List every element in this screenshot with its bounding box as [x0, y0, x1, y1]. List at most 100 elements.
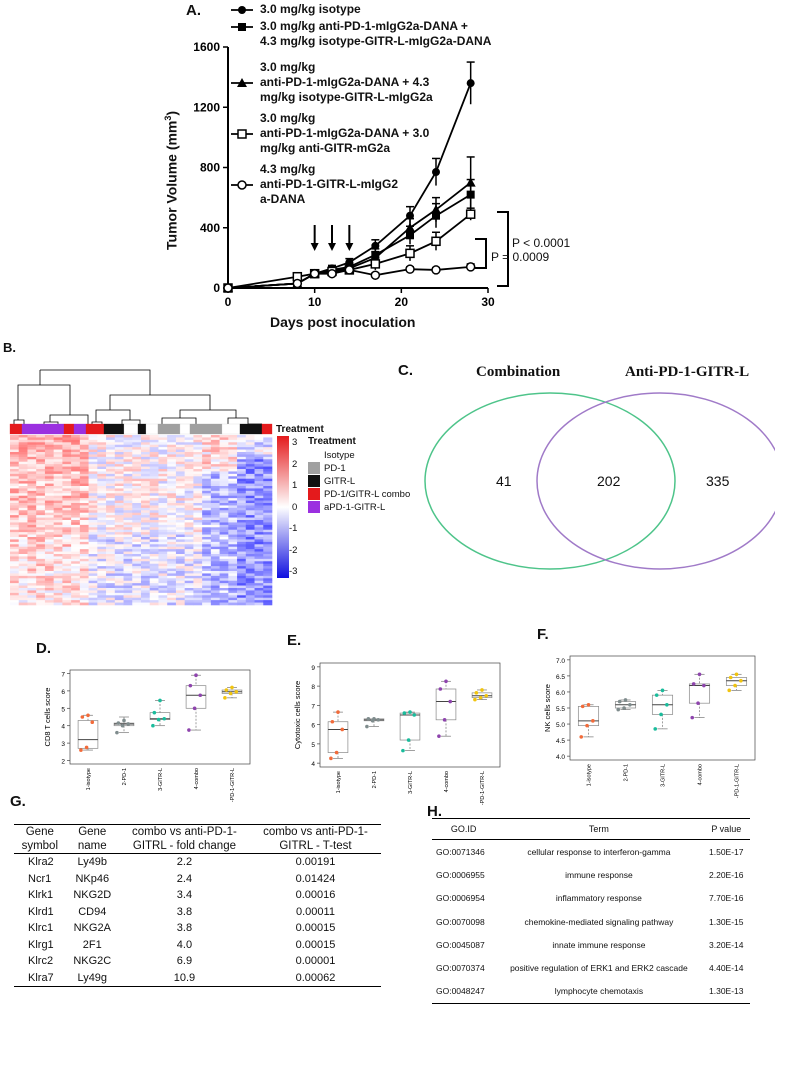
heatmap-cell: [44, 573, 54, 577]
heatmap-cell: [202, 442, 212, 446]
heatmap-cell: [141, 556, 151, 560]
heatmap-cell: [62, 549, 72, 552]
heatmap-cell: [254, 558, 264, 562]
heatmap-cell: [210, 568, 220, 572]
heatmap-cell: [237, 495, 247, 499]
heatmap-cell: [210, 517, 220, 521]
heatmap-cell: [202, 585, 212, 589]
heatmap-cell: [210, 500, 220, 504]
heatmap-cell: [237, 524, 247, 528]
heatmap-cell: [219, 459, 229, 463]
heatmap-cell: [97, 529, 107, 533]
heatmap-cell: [219, 442, 229, 446]
data-point: [223, 283, 233, 293]
scale-tick-label: 3: [292, 437, 298, 448]
heatmap-cell: [175, 473, 185, 477]
heatmap-cell: [202, 575, 212, 579]
heatmap-cell: [167, 563, 177, 567]
heatmap-cell: [18, 490, 28, 494]
heatmap-cell: [167, 459, 177, 463]
heatmap-cell: [175, 600, 185, 603]
heatmap-cell: [175, 561, 185, 565]
heatmap-cell: [219, 532, 229, 535]
heatmap-cell: [141, 580, 151, 584]
venn-count-only-antipd1-gitrl: 335: [706, 473, 730, 489]
heatmap-cell: [263, 590, 273, 594]
heatmap-cell: [245, 435, 255, 438]
table-header-row: GO.ID Term P value: [432, 819, 750, 840]
heatmap-cell: [44, 544, 54, 548]
heatmap-cell: [245, 571, 255, 574]
heatmap-cell: [184, 588, 194, 591]
table-row: Klrc1 NKG2A 3.8 0.00015: [14, 920, 381, 937]
heatmap-cell: [149, 520, 159, 523]
heatmap-cell: [149, 563, 159, 567]
heatmap-cell: [141, 573, 151, 577]
heatmap-cell: [193, 597, 203, 601]
heatmap-cell: [184, 469, 194, 472]
heatmap-cell: [175, 551, 185, 555]
heatmap-cell: [62, 571, 72, 574]
heatmap-cell: [158, 524, 168, 528]
heatmap-cell: [88, 527, 98, 531]
heatmap-cell: [149, 461, 159, 465]
heatmap-cell: [44, 537, 54, 540]
heatmap-cell: [219, 486, 229, 489]
heatmap-cell: [97, 510, 107, 514]
heatmap-cell: [193, 469, 203, 472]
heatmap-cell: [10, 490, 20, 494]
heatmap-cell: [123, 498, 133, 501]
heatmap-cell: [149, 449, 159, 453]
heatmap-cell: [175, 549, 185, 552]
heatmap-cell: [132, 551, 142, 555]
heatmap-cell: [53, 507, 63, 511]
heatmap-cell: [62, 447, 72, 450]
heatmap-cell: [106, 583, 116, 586]
heatmap-cell: [193, 452, 203, 455]
heatmap-cell: [228, 529, 238, 533]
heatmap-cell: [71, 510, 81, 514]
data-point: [466, 79, 475, 88]
heatmap-cell: [10, 439, 20, 443]
heatmap-cell: [53, 493, 63, 497]
heatmap-cell: [245, 510, 255, 514]
heatmap-cell: [88, 490, 98, 494]
heatmap-cell: [167, 580, 177, 584]
heatmap-cell: [245, 483, 255, 487]
heatmap-cell: [106, 469, 116, 472]
heatmap-cell: [88, 524, 98, 528]
heatmap-cell: [149, 580, 159, 584]
heatmap-cell: [228, 510, 238, 514]
heatmap-cell: [141, 522, 151, 526]
box: [577, 706, 600, 727]
heatmap-cell: [167, 527, 177, 531]
heatmap-cell: [97, 597, 107, 601]
heatmap-cell: [106, 454, 116, 458]
heatmap-cell: [132, 469, 142, 472]
heatmap-cell: [123, 544, 133, 548]
heatmap-cell: [228, 573, 238, 577]
data-point: [484, 693, 489, 698]
heatmap-cell: [202, 583, 212, 586]
heatmap-cell: [219, 456, 229, 460]
heatmap-cell: [158, 442, 168, 446]
heatmap-cell: [228, 554, 238, 557]
heatmap-cell: [62, 561, 72, 565]
heatmap-cell: [175, 592, 185, 596]
heatmap-cell: [184, 481, 194, 484]
heatmap-cell: [123, 520, 133, 523]
scale-tick-label: -3: [289, 566, 298, 577]
heatmap-cell: [71, 554, 81, 557]
heatmap-cell: [27, 452, 37, 455]
heatmap-cell: [202, 459, 212, 463]
heatmap-cell: [175, 590, 185, 594]
heatmap-cell: [184, 583, 194, 586]
heatmap-cell: [228, 580, 238, 584]
heatmap-cell: [27, 517, 37, 521]
heatmap-cell: [114, 524, 124, 528]
heatmap-cell: [71, 476, 81, 480]
heatmap-cell: [141, 481, 151, 484]
heatmap-cell: [114, 449, 124, 453]
data-point: [402, 711, 407, 715]
heatmap-cell: [79, 486, 89, 489]
